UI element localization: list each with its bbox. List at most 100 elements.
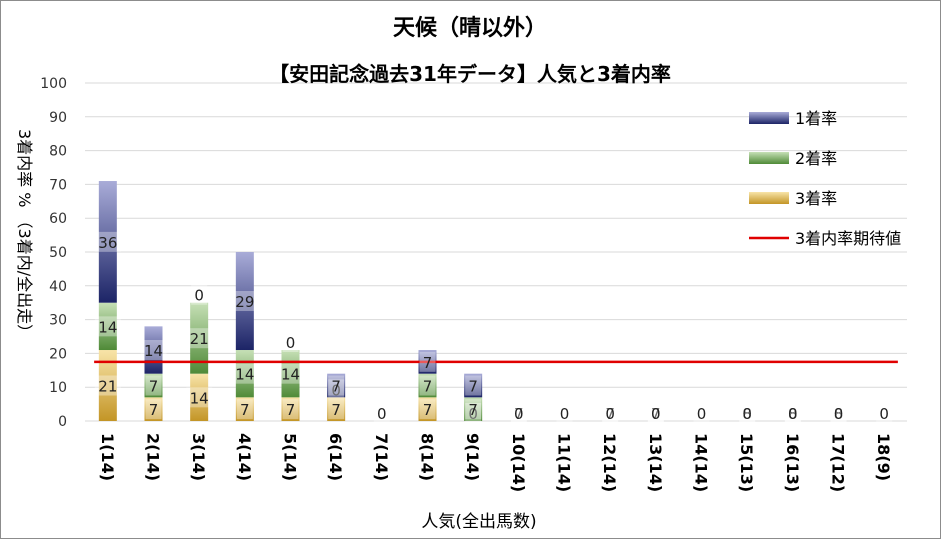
legend-swatch <box>749 112 789 124</box>
data-label-bg <box>231 363 258 384</box>
data-label-bg <box>465 375 482 396</box>
bar-segment <box>327 397 346 421</box>
data-label-bg <box>328 399 345 420</box>
x-tick-label: 16(13) <box>783 433 802 492</box>
data-label: 0 <box>651 405 661 423</box>
data-label-bg <box>739 403 756 423</box>
x-tick-label: 11(14) <box>555 433 574 492</box>
data-label: 0 <box>697 405 707 423</box>
data-label-bg <box>876 403 893 423</box>
data-label-bg <box>282 332 299 353</box>
legend-label: 3着内率期待値 <box>795 229 901 248</box>
data-label: 14 <box>144 342 163 360</box>
data-label-bg <box>647 403 664 423</box>
y-tick-label: 90 <box>49 110 67 126</box>
data-label-bg <box>94 375 121 396</box>
bar-segment <box>144 373 163 398</box>
data-label: 14 <box>235 366 254 384</box>
data-label-bg <box>510 403 527 423</box>
data-label-bg <box>784 403 801 423</box>
data-label: 8 <box>834 405 844 423</box>
data-label: 29 <box>235 293 254 311</box>
x-tick-label: 17(12) <box>829 433 848 492</box>
data-label-bg <box>236 399 253 420</box>
data-label-bg <box>465 399 482 420</box>
bar-segment <box>418 397 437 421</box>
bar-segment <box>144 397 163 421</box>
data-label-bg <box>784 403 801 423</box>
data-label: 0 <box>194 287 204 305</box>
legend-swatch <box>749 152 789 164</box>
legend-label: 1着率 <box>795 109 837 128</box>
data-label: 8 <box>742 405 752 423</box>
bar-segment <box>190 302 209 374</box>
chart-title: 天候（晴以外） <box>393 15 547 41</box>
data-label-bg <box>830 403 847 423</box>
data-label: 0 <box>377 405 387 423</box>
data-label: 0 <box>331 381 341 399</box>
bar-segment <box>235 252 254 351</box>
data-label: 0 <box>468 405 478 423</box>
bars <box>98 181 483 421</box>
data-label: 7 <box>331 401 341 419</box>
legend: 1着率 2着率 3着率 3着内率期待値 <box>749 109 901 248</box>
data-label-bg <box>602 403 619 423</box>
data-label: 0 <box>651 405 661 423</box>
x-tick-label: 2(14) <box>144 433 163 481</box>
x-tick-label: 10(14) <box>509 433 528 492</box>
data-label-bg <box>602 403 619 423</box>
data-label-bg <box>419 399 436 420</box>
legend-swatch <box>749 192 789 204</box>
y-tick-label: 30 <box>49 313 67 329</box>
legend-label: 2着率 <box>795 149 837 168</box>
data-label: 0 <box>560 405 570 423</box>
data-label: 0 <box>788 405 798 423</box>
x-axis-label: 人気(全出馬数) <box>421 512 536 532</box>
data-label-bg <box>145 399 162 420</box>
x-tick-label: 12(14) <box>600 433 619 492</box>
data-label: 7 <box>423 401 433 419</box>
x-tick-label: 14(14) <box>692 433 711 492</box>
x-tick-label: 5(14) <box>281 433 300 481</box>
bar-segment <box>190 373 209 421</box>
data-label: 7 <box>149 401 159 419</box>
data-label-bg <box>373 403 390 423</box>
data-label: 7 <box>651 405 661 423</box>
x-tick-label: 1(14) <box>98 433 117 481</box>
y-axis-label: 3着内率 % （3着内/全出走） <box>15 129 34 340</box>
data-label: 7 <box>149 378 159 396</box>
x-tick-label: 8(14) <box>418 433 437 481</box>
gridlines <box>85 82 907 422</box>
data-label: 0 <box>605 405 615 423</box>
data-label: 36 <box>98 234 117 252</box>
data-label: 14 <box>190 389 209 407</box>
data-label: 7 <box>286 401 296 419</box>
data-label-bg <box>140 340 167 361</box>
data-label-bg <box>191 284 208 305</box>
data-label-bg <box>465 403 482 423</box>
data-label: 7 <box>423 354 433 372</box>
data-label-bg <box>94 316 121 337</box>
data-label: 0 <box>742 405 752 423</box>
data-label: 7 <box>423 378 433 396</box>
data-label-bg <box>419 351 436 372</box>
data-label-bg <box>419 375 436 396</box>
data-label: 0 <box>879 405 889 423</box>
data-label-bg <box>739 403 756 423</box>
data-label-bg <box>647 403 664 423</box>
data-label-bg <box>556 403 573 423</box>
x-tick-label: 4(14) <box>235 433 254 481</box>
bar-segment <box>464 373 483 398</box>
data-label: 8 <box>788 405 798 423</box>
y-tick-label: 60 <box>49 211 67 227</box>
y-tick-label: 20 <box>49 346 67 362</box>
data-label-bg <box>277 363 304 384</box>
data-label: 0 <box>788 405 798 423</box>
data-label-bg <box>784 403 801 423</box>
data-label-bg <box>830 403 847 423</box>
data-label: 7 <box>468 378 478 396</box>
data-label: 0 <box>514 405 524 423</box>
